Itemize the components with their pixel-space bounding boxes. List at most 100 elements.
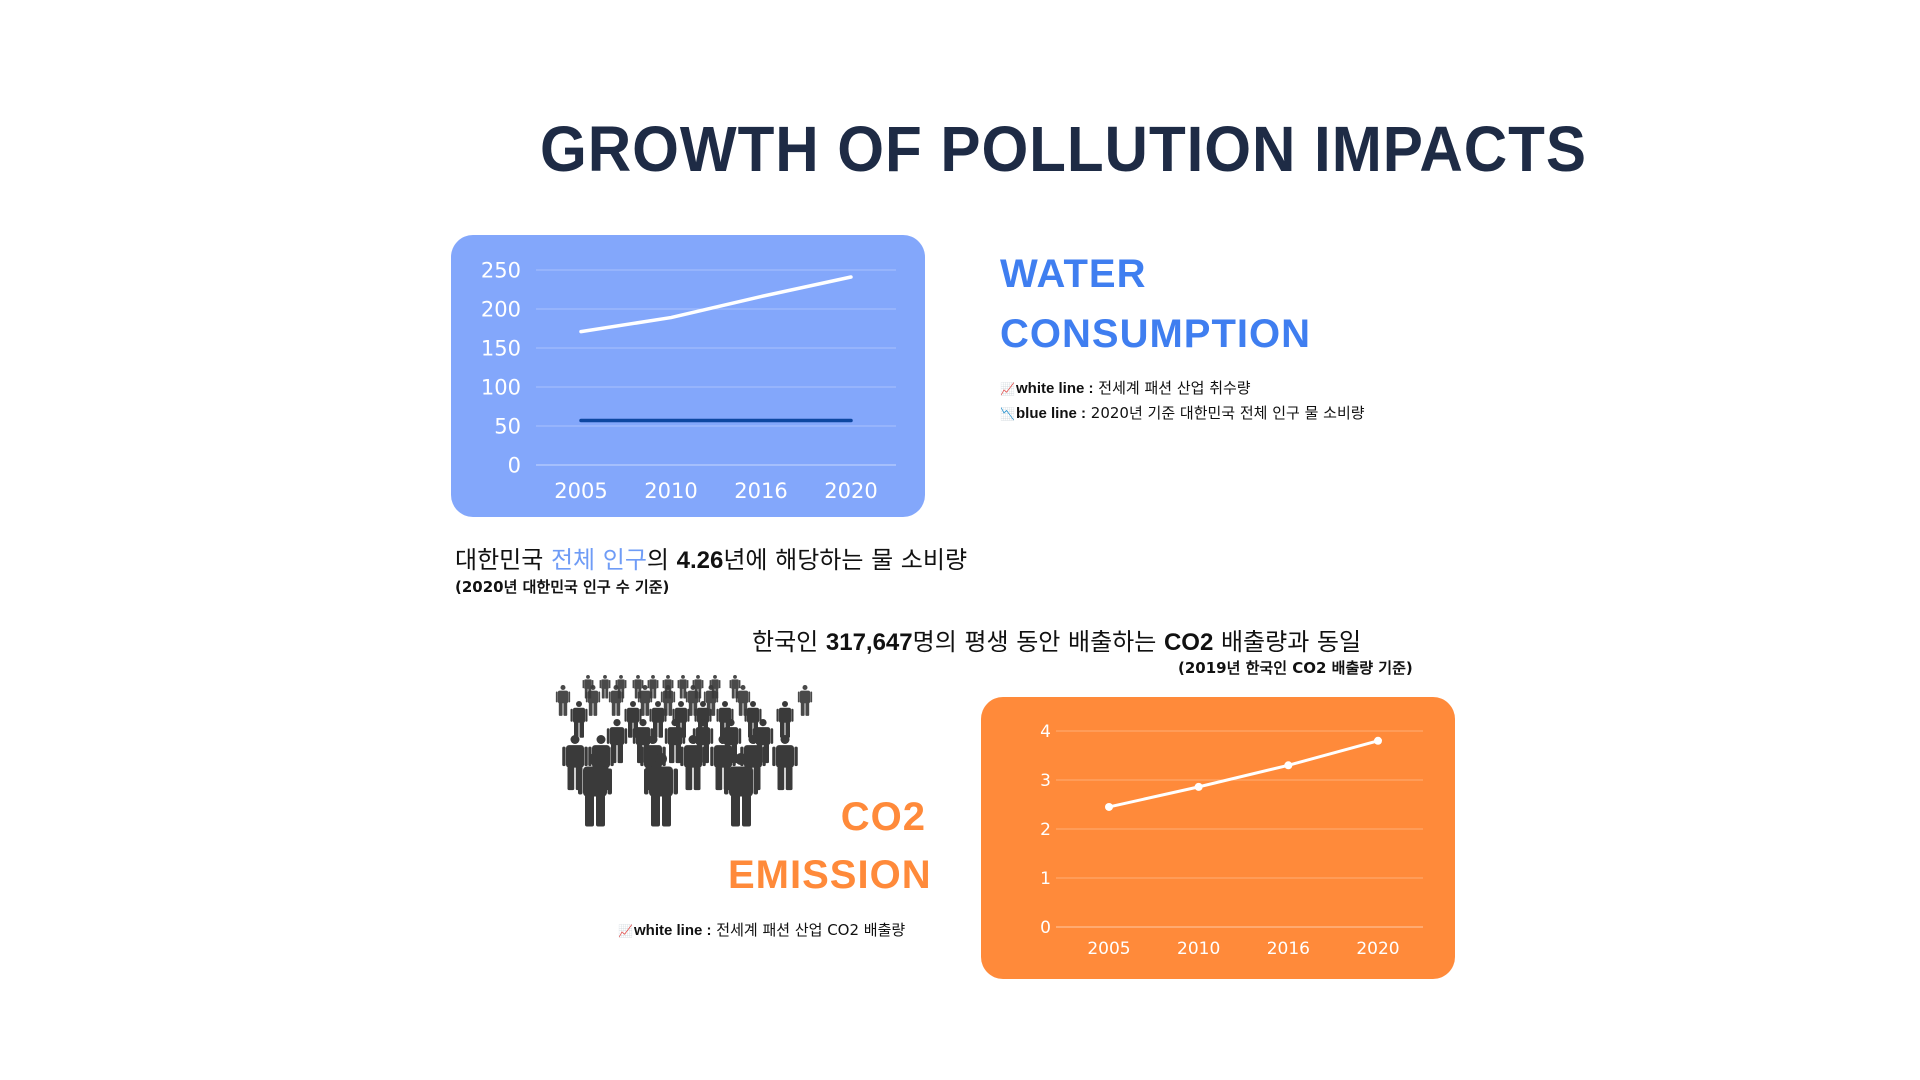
person-head: [708, 685, 714, 691]
person-body: [747, 707, 759, 723]
person-arm: [582, 679, 584, 689]
co2-emission-chart: 0 1 2 3 4 2005 2010 2016 2020: [981, 697, 1455, 979]
person-body: [779, 707, 791, 723]
person-icon: [608, 685, 624, 716]
person-arm: [640, 746, 644, 767]
person-body: [601, 679, 609, 689]
person-body: [639, 690, 651, 704]
person-leg: [567, 766, 575, 791]
person-arm: [731, 708, 734, 722]
person-head: [722, 701, 728, 707]
person-arm: [673, 768, 678, 795]
person-arm: [810, 691, 813, 703]
person-head: [636, 675, 640, 679]
person-icon: [649, 701, 667, 738]
person-leg: [785, 721, 790, 738]
person-arm: [606, 728, 610, 744]
data-point: [1284, 761, 1293, 770]
stat-text: 한국인: [752, 628, 826, 656]
person-head: [700, 701, 706, 707]
person-body: [729, 766, 753, 797]
stat-highlight: 전체 인구: [550, 546, 647, 574]
person-icon: [772, 735, 798, 791]
person-body: [695, 727, 711, 746]
person-body: [635, 727, 651, 746]
person-head: [639, 719, 647, 727]
x-tick-label: 2020: [824, 479, 877, 503]
person-arm: [662, 679, 664, 689]
stat-number: 317,647: [825, 629, 913, 656]
person-head: [613, 685, 619, 691]
person-leg: [685, 766, 693, 791]
person-body: [723, 727, 739, 746]
person-icon: [599, 675, 611, 699]
person-leg: [715, 766, 723, 791]
x-tick-label: 2010: [644, 479, 697, 503]
person-leg: [731, 688, 735, 699]
person-head: [671, 719, 679, 727]
person-arm: [639, 708, 642, 722]
person-body: [737, 690, 749, 704]
person-body: [799, 690, 811, 704]
legend-label: white line :: [634, 922, 712, 939]
person-arm: [664, 728, 668, 744]
stat-text: 배출량과 동일: [1213, 628, 1362, 656]
person-head: [576, 701, 582, 707]
person-arm: [680, 746, 684, 767]
person-arm: [677, 679, 679, 689]
legend-label: white line :: [1016, 380, 1094, 397]
person-leg: [574, 721, 579, 738]
person-body: [587, 690, 599, 704]
person-head: [780, 735, 790, 744]
person-arm: [632, 728, 636, 744]
y-tick-label: 200: [481, 298, 521, 322]
person-head: [648, 735, 658, 744]
y-tick-label: 50: [494, 415, 521, 439]
person-arm: [624, 708, 627, 722]
person-leg: [588, 702, 593, 716]
x-tick-label: 2016: [1267, 939, 1310, 959]
legend-text: 전세계 패션 산업 취수량: [1098, 379, 1251, 397]
person-arm: [555, 691, 558, 703]
co2-heading-line1: CO2: [840, 795, 926, 839]
legend-text: 전세계 패션 산업 CO2 배출량: [716, 921, 906, 939]
person-icon: [585, 685, 601, 716]
stat-text: 대한민국: [455, 546, 551, 574]
person-head: [590, 685, 596, 691]
person-arm: [625, 679, 627, 689]
person-body: [731, 679, 739, 689]
co2-chart-svg: 0 1 2 3 4 2005 2010 2016 2020: [1040, 722, 1423, 959]
person-body: [705, 690, 717, 704]
y-tick-label: 3: [1040, 771, 1051, 791]
y-tick-label: 4: [1040, 722, 1051, 742]
person-body: [697, 707, 709, 723]
person-arm: [729, 679, 731, 689]
person-head: [665, 685, 671, 691]
person-head: [733, 675, 737, 679]
person-leg: [596, 794, 605, 827]
co2-legend: 📈white line : 전세계 패션 산업 CO2 배출량: [618, 918, 905, 943]
person-leg: [693, 766, 701, 791]
person-leg: [628, 721, 633, 738]
person-body: [617, 679, 625, 689]
person-arm: [739, 679, 741, 689]
person-body: [694, 679, 702, 689]
water-consumption-chart: 0 50 100 150 200 250 2005 2010 2016 2020: [451, 235, 925, 517]
person-arm: [738, 728, 742, 744]
person-head: [613, 719, 621, 727]
person-arm: [585, 708, 588, 722]
person-arm: [650, 691, 653, 703]
person-leg: [679, 688, 683, 699]
person-arm: [748, 691, 751, 703]
data-point: [1374, 736, 1382, 745]
person-leg: [653, 721, 658, 738]
person-leg: [563, 702, 568, 716]
person-leg: [579, 721, 584, 738]
person-arm: [687, 708, 690, 722]
legend-label: blue line :: [1016, 405, 1087, 422]
person-leg: [658, 721, 663, 738]
person-arm: [673, 691, 676, 703]
person-arm: [624, 728, 628, 744]
person-leg: [748, 721, 753, 738]
person-leg: [669, 743, 675, 764]
